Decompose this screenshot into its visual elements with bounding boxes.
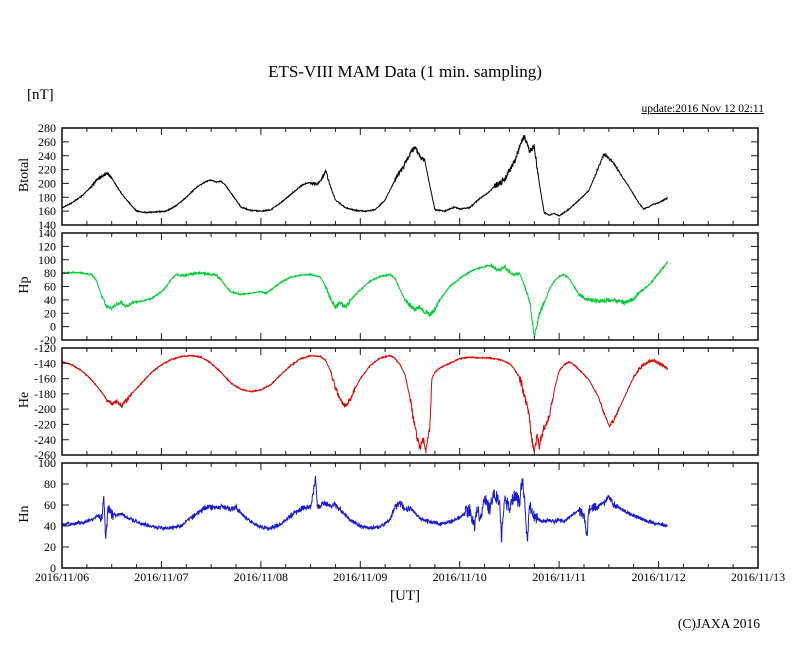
panel-frame [61,462,759,569]
y-tick-label: -260 [34,448,56,462]
x-tick-label: 2016/11/09 [333,570,387,584]
y-tick-label: 100 [38,253,56,267]
y-tick-label: 80 [44,266,56,280]
y-tick-label: -140 [34,356,56,370]
x-tick-label: 2016/11/13 [731,570,785,584]
x-tick-label: 2016/11/10 [433,570,487,584]
y-tick-label: 180 [38,190,56,204]
y-tick-label: -220 [34,417,56,431]
panel-label-btotal: Btotal [17,157,32,193]
x-tick-label: 2016/11/07 [134,570,188,584]
y-tick-label: 40 [44,293,56,307]
y-tick-label: 40 [44,519,56,533]
axis-ticks [61,462,759,569]
panel-he: -260-240 -220-200-180-160 -140-120 [34,341,759,462]
panel-frame [61,347,759,456]
y-tick-label: -20 [40,333,56,347]
panel-frame [61,232,759,341]
y-tick-label: 0 [50,561,56,575]
y-tick-label: -240 [34,433,56,447]
x-tick-label: 2016/11/08 [234,570,288,584]
y-tick-label: 280 [38,121,56,135]
y-tick-label: 140 [38,218,56,232]
chart-title: ETS-VIII MAM Data (1 min. sampling) [268,62,542,81]
y-tick-label: 20 [44,306,56,320]
x-tick-label: 2016/11/12 [631,570,685,584]
y-tick-label: 160 [38,204,56,218]
panel-label-he: He [17,391,32,409]
y-tick-label: 260 [38,135,56,149]
y-tick-label: 200 [38,176,56,190]
y-tick-label: 140 [38,226,56,240]
x-tick-label: 2016/11/06 [35,570,89,584]
series-btotal [62,135,668,217]
y-tick-label: 0 [50,320,56,334]
panel-label-hn: Hn [17,505,32,523]
y-tick-label: 80 [44,477,56,491]
y-tick-label: -200 [34,402,56,416]
copyright-text: (C)JAXA 2016 [677,616,760,631]
y-tick-label: 60 [44,280,56,294]
x-tick-label: 2016/11/11 [532,570,586,584]
x-axis-label: [UT] [390,588,420,604]
y-tick-label: 220 [38,163,56,177]
series-hp [62,261,668,338]
y-tick-label: 100 [38,456,56,470]
y-tick-label: 20 [44,540,56,554]
update-timestamp: update:2016 Nov 12 02:11 [641,103,764,115]
y-tick-label: -120 [34,341,56,355]
y-tick-label: 120 [38,239,56,253]
y-tick-label: -160 [34,372,56,386]
y-tick-label: 240 [38,149,56,163]
series-hn [62,475,668,543]
y-unit-label: [nT] [27,87,54,103]
series-he [62,354,668,454]
panel-frame [61,127,759,226]
y-tick-label: 60 [44,498,56,512]
panel-label-hp: Hp [17,276,32,294]
panel-hn: 0 20 40 60 80 100 [38,456,759,575]
y-tick-label: -180 [34,387,56,401]
